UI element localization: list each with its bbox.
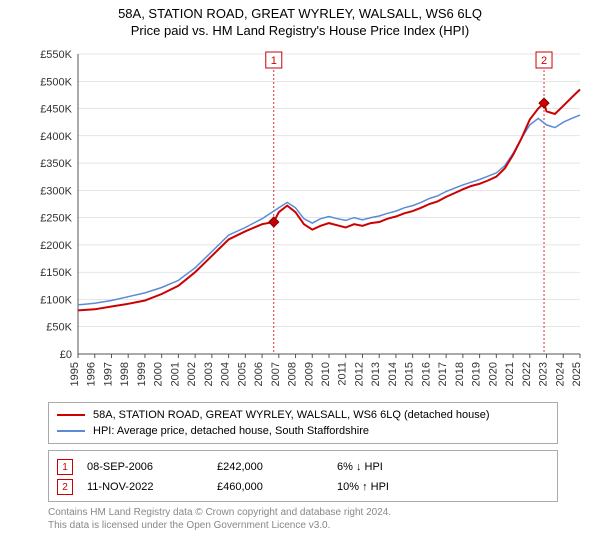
- sale-price: £460,000: [217, 481, 337, 493]
- svg-text:2006: 2006: [253, 362, 265, 386]
- svg-text:£500K: £500K: [40, 76, 72, 88]
- sale-marker-icon: 2: [57, 479, 73, 495]
- svg-text:1995: 1995: [69, 362, 81, 386]
- svg-text:£50K: £50K: [46, 322, 72, 334]
- legend-swatch: [57, 430, 85, 432]
- svg-text:2013: 2013: [370, 362, 382, 386]
- svg-text:2003: 2003: [203, 362, 215, 386]
- sale-diff: 10% ↑ HPI: [337, 481, 389, 493]
- legend-item: 58A, STATION ROAD, GREAT WYRLEY, WALSALL…: [57, 407, 549, 423]
- svg-text:£100K: £100K: [40, 294, 72, 306]
- legend-label: HPI: Average price, detached house, Sout…: [93, 425, 369, 437]
- sale-table: 1 08-SEP-2006 £242,000 6% ↓ HPI 2 11-NOV…: [48, 450, 558, 502]
- svg-text:£150K: £150K: [40, 267, 72, 279]
- svg-text:2022: 2022: [521, 362, 533, 386]
- svg-text:2009: 2009: [303, 362, 315, 386]
- svg-text:2018: 2018: [454, 362, 466, 386]
- svg-text:2001: 2001: [169, 362, 181, 386]
- svg-text:2012: 2012: [353, 362, 365, 386]
- footer-line: This data is licensed under the Open Gov…: [48, 519, 558, 532]
- svg-text:1998: 1998: [119, 362, 131, 386]
- svg-text:1997: 1997: [102, 362, 114, 386]
- sale-marker-icon: 1: [57, 459, 73, 475]
- svg-text:2025: 2025: [571, 362, 583, 386]
- footer-line: Contains HM Land Registry data © Crown c…: [48, 506, 558, 519]
- svg-text:£300K: £300K: [40, 185, 72, 197]
- svg-text:2002: 2002: [186, 362, 198, 386]
- svg-text:2000: 2000: [153, 362, 165, 386]
- svg-text:£400K: £400K: [40, 131, 72, 143]
- svg-text:2020: 2020: [487, 362, 499, 386]
- svg-text:2024: 2024: [554, 362, 566, 386]
- svg-text:£200K: £200K: [40, 240, 72, 252]
- sale-date: 08-SEP-2006: [87, 461, 217, 473]
- svg-text:£450K: £450K: [40, 104, 72, 116]
- sale-row: 1 08-SEP-2006 £242,000 6% ↓ HPI: [57, 457, 549, 477]
- sale-date: 11-NOV-2022: [87, 481, 217, 493]
- chart-title: 58A, STATION ROAD, GREAT WYRLEY, WALSALL…: [0, 6, 600, 21]
- svg-text:2007: 2007: [270, 362, 282, 386]
- legend-label: 58A, STATION ROAD, GREAT WYRLEY, WALSALL…: [93, 409, 490, 421]
- svg-text:£350K: £350K: [40, 158, 72, 170]
- legend-item: HPI: Average price, detached house, Sout…: [57, 423, 549, 439]
- svg-text:2011: 2011: [337, 362, 349, 386]
- svg-text:2008: 2008: [287, 362, 299, 386]
- sale-row: 2 11-NOV-2022 £460,000 10% ↑ HPI: [57, 477, 549, 497]
- sale-diff: 6% ↓ HPI: [337, 461, 383, 473]
- legend: 58A, STATION ROAD, GREAT WYRLEY, WALSALL…: [48, 402, 558, 444]
- svg-text:£0: £0: [60, 349, 72, 361]
- svg-text:2: 2: [541, 55, 547, 67]
- svg-text:1: 1: [271, 55, 277, 67]
- svg-text:£550K: £550K: [40, 49, 72, 61]
- svg-text:2021: 2021: [504, 362, 516, 386]
- chart-title-block: 58A, STATION ROAD, GREAT WYRLEY, WALSALL…: [0, 0, 600, 38]
- svg-text:2016: 2016: [420, 362, 432, 386]
- svg-text:2023: 2023: [538, 362, 550, 386]
- svg-text:2014: 2014: [387, 362, 399, 386]
- legend-swatch: [57, 414, 85, 416]
- footer-attribution: Contains HM Land Registry data © Crown c…: [48, 506, 558, 532]
- svg-text:2019: 2019: [471, 362, 483, 386]
- svg-text:2005: 2005: [236, 362, 248, 386]
- svg-text:£250K: £250K: [40, 213, 72, 225]
- svg-text:2010: 2010: [320, 362, 332, 386]
- price-chart: £0 £50K £100K £150K £200K £250K £300K £350K £400…: [28, 44, 588, 394]
- sale-price: £242,000: [217, 461, 337, 473]
- svg-text:2017: 2017: [437, 362, 449, 386]
- svg-text:1996: 1996: [86, 362, 98, 386]
- chart-subtitle: Price paid vs. HM Land Registry's House …: [0, 23, 600, 38]
- chart-container: £0 £50K £100K £150K £200K £250K £300K £350K £400…: [28, 44, 588, 394]
- svg-text:2015: 2015: [404, 362, 416, 386]
- svg-text:1999: 1999: [136, 362, 148, 386]
- svg-text:2004: 2004: [220, 362, 232, 386]
